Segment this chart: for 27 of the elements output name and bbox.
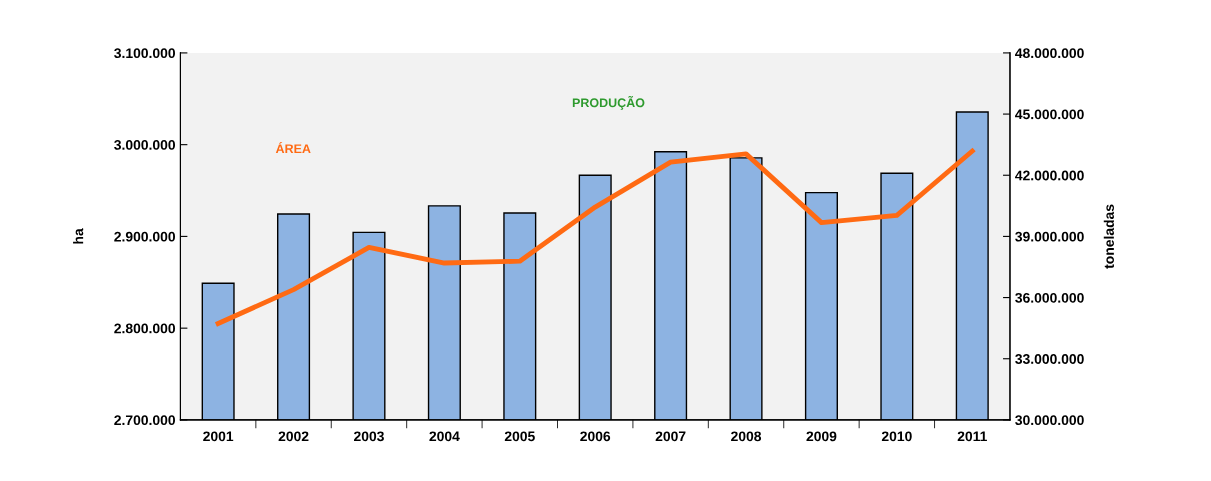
y-tick-label: 2.800.000 [114,323,176,334]
text: ÁREA [275,141,311,154]
y2-tick-label: 36.000.000 [1015,292,1084,303]
x-tick-label: 2009 [806,431,837,442]
x-tick-label: 2011 [957,431,987,442]
y-tick-label: 3.100.000 [114,48,176,59]
y2-tick-label: 48.000.000 [1015,48,1084,59]
y-axis-title: ha [73,228,84,244]
y-tick-label: 3.000.000 [114,139,176,150]
x-tick-label: 2001 [203,431,234,442]
x-tick-label: 2007 [655,431,686,442]
x-tick-label: 2002 [278,431,309,442]
x-tick-label: 2008 [731,431,762,442]
x-tick-label: 2006 [580,431,611,442]
y2-tick-label: 42.000.000 [1015,170,1084,181]
annotation: PRODUÇÃO [572,95,645,110]
y2-tick-label: 30.000.000 [1015,415,1084,426]
x-tick-label: 2003 [354,431,384,442]
x-tick-label: 2004 [429,431,460,442]
y2-axis-title: toneladas [1103,204,1114,269]
y-tick-label: 2.700.000 [114,415,176,426]
y2-tick-label: 45.000.000 [1015,109,1084,120]
x-tick-label: 2010 [881,431,912,442]
y2-tick-label: 39.000.000 [1015,231,1084,242]
y2-tick-label: 33.000.000 [1015,354,1084,364]
x-tick-label: 2005 [504,431,535,442]
y-tick-label: 2.900.000 [114,231,176,242]
